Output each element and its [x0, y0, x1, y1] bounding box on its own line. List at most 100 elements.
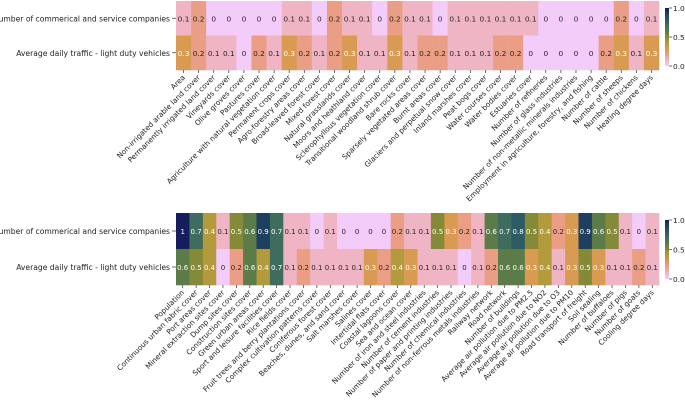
heatmap-cell — [591, 249, 606, 286]
cell-value-label: 0.2 — [459, 228, 470, 236]
heatmap-cell — [256, 213, 271, 250]
cell-value-label: 0.1 — [325, 264, 336, 272]
heatmap-cell — [342, 1, 358, 36]
heatmap-cell — [444, 213, 459, 250]
heatmap-cell — [484, 249, 499, 286]
cell-value-label: 0.1 — [283, 14, 295, 23]
heatmap-cell — [471, 249, 485, 286]
heatmap-cell — [189, 213, 204, 250]
cell-value-label: 0.7 — [271, 228, 282, 236]
cell-value-label: 0.1 — [445, 264, 456, 272]
cell-value-label: 0 — [242, 49, 247, 58]
cell-value-label: 0.1 — [472, 228, 483, 236]
cell-value-label: 0.3 — [646, 49, 658, 58]
heatmap-cell — [492, 35, 509, 71]
cell-value-label: 0 — [221, 264, 225, 272]
heatmap-cell — [417, 35, 433, 71]
cell-value-label: 0 — [226, 14, 231, 23]
heatmap-cell — [251, 35, 267, 71]
heatmap-cell — [430, 249, 445, 286]
cell-value-label: 0.1 — [449, 49, 461, 58]
cell-value-label: 0.2 — [231, 264, 242, 272]
heatmap-cell — [323, 249, 338, 286]
cell-value-label: 0.2 — [600, 49, 612, 58]
heatmap-cell — [618, 213, 633, 250]
heatmap-cell — [402, 1, 418, 36]
heatmap-cell — [269, 213, 284, 250]
cell-value-label: 0.1 — [647, 264, 658, 272]
cell-value-label: 0.1 — [647, 228, 658, 236]
cell-value-label: 0.4 — [539, 264, 551, 272]
cell-value-label: 0.1 — [620, 264, 631, 272]
heatmap-cell — [229, 249, 244, 286]
heatmap-cell — [645, 249, 660, 286]
cell-value-label: 0.5 — [606, 228, 617, 236]
cell-value-label: 0.1 — [284, 264, 295, 272]
heatmap-cell — [578, 249, 593, 286]
heatmap-cell — [266, 1, 282, 36]
heatmap-cell — [477, 1, 494, 36]
heatmap-cell — [402, 35, 418, 71]
cell-value-label: 0.1 — [620, 228, 631, 236]
cell-value-label: 0.1 — [344, 14, 356, 23]
heatmap-cell — [551, 249, 566, 286]
heatmap-cell — [432, 1, 448, 36]
cell-value-label: 0.6 — [486, 228, 498, 236]
cell-value-label: 0.1 — [298, 14, 310, 23]
cell-value-label: 0.1 — [404, 14, 416, 23]
cell-value-label: 0 — [368, 228, 372, 236]
cell-value-label: 0.2 — [193, 14, 205, 23]
cell-value-label: 0 — [317, 14, 322, 23]
cell-value-label: 0.4 — [204, 264, 216, 272]
heatmap-cell — [457, 213, 472, 250]
cell-value-label: 0.1 — [464, 49, 476, 58]
colorbar-tick-label: 0.5 — [673, 33, 685, 42]
heatmap-cell — [296, 1, 313, 36]
cell-value-label: 0.5 — [580, 264, 591, 272]
cell-value-label: 0.3 — [526, 264, 537, 272]
heatmap-cell — [583, 35, 599, 71]
cell-value-label: 0.6 — [244, 264, 256, 272]
cell-value-label: 0 — [528, 49, 533, 58]
cell-value-label: 0 — [341, 228, 345, 236]
heatmap-cell — [236, 35, 252, 71]
heatmap-cell — [323, 213, 338, 250]
cell-value-label: 0.1 — [525, 14, 537, 23]
cell-value-label: 0.1 — [298, 228, 309, 236]
cell-value-label: 0.6 — [177, 264, 189, 272]
heatmap-cell — [511, 213, 526, 250]
heatmap-cell — [377, 249, 391, 286]
cell-value-label: 0.1 — [464, 14, 476, 23]
heatmap-cell — [538, 35, 554, 71]
heatmap-cell — [189, 249, 204, 286]
heatmap-cell — [266, 35, 282, 71]
heatmap-cell — [310, 249, 324, 286]
heatmap-cell — [283, 249, 298, 286]
heatmap-cell — [377, 213, 391, 250]
heatmap-cell — [357, 1, 373, 36]
heatmap-cell — [605, 249, 620, 286]
cell-value-label: 0.2 — [510, 49, 522, 58]
cell-value-label: 0.2 — [193, 49, 205, 58]
colorbar-tick-label: 0.5 — [673, 246, 685, 255]
heatmap-cell — [251, 1, 267, 36]
cell-value-label: 0.4 — [204, 228, 216, 236]
heatmap-cell — [618, 249, 633, 286]
heatmap-cell — [269, 249, 284, 286]
heatmap-cell — [553, 35, 569, 71]
cell-value-label: 0.1 — [268, 49, 280, 58]
cell-value-label: 0.1 — [374, 49, 386, 58]
heatmap-cell — [645, 213, 660, 250]
heatmap-cell — [281, 1, 298, 36]
heatmap-cell — [206, 1, 222, 36]
colorbar — [665, 8, 669, 66]
cell-value-label: 0.1 — [480, 14, 492, 23]
heatmap-cell — [256, 249, 271, 286]
heatmap-cell — [216, 213, 230, 250]
cell-value-label: 1 — [180, 228, 184, 236]
cell-value-label: 0.9 — [580, 228, 591, 236]
cell-value-label: 0.5 — [526, 228, 537, 236]
heatmap-cell — [417, 249, 432, 286]
cell-value-label: 0.1 — [404, 49, 416, 58]
